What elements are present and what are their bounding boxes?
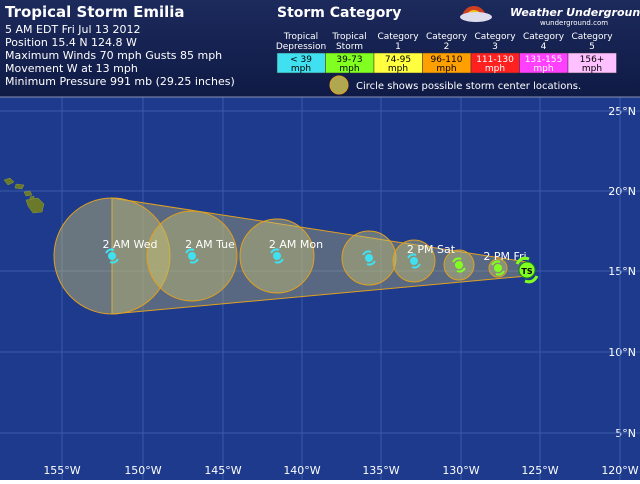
storm-swirl [185, 248, 199, 264]
category-range: mph [388, 64, 408, 74]
category-range: 39-73 [336, 55, 362, 65]
category-name: 4 [541, 42, 547, 52]
lon-label: 150°W [124, 464, 161, 477]
info-line: Movement W at 13 mph [5, 62, 138, 75]
category-name: Storm [336, 42, 363, 52]
category-range: mph [485, 64, 505, 74]
category-range: 74-95 [385, 55, 411, 65]
storm-swirl [362, 250, 376, 266]
lon-label: 125°W [521, 464, 558, 477]
hawaii [3, 177, 45, 214]
note-circle [329, 75, 349, 95]
info-line: Maximum Winds 70 mph Gusts 85 mph [5, 49, 222, 62]
category-range: mph [533, 64, 553, 74]
storm-icon [273, 252, 281, 260]
category-name: 2 [444, 42, 450, 52]
lat-label: 15°N [608, 265, 636, 278]
category-name: Tropical [331, 32, 366, 42]
legend-note: Circle shows possible storm center locat… [356, 81, 581, 92]
category-name: Category [571, 32, 613, 42]
category-name: 3 [492, 42, 498, 52]
lon-label: 155°W [43, 464, 80, 477]
forecast-label: 2 AM Mon [269, 238, 323, 251]
lon-label: 145°W [204, 464, 241, 477]
forecast-label: 2 PM Fri [483, 250, 526, 263]
storm-icon [494, 264, 502, 272]
storm-icon [188, 252, 196, 260]
storm-title: Tropical Storm Emilia [5, 3, 185, 21]
category-range: mph [291, 64, 311, 74]
storm-swirl [407, 253, 421, 269]
category-range: mph [339, 64, 359, 74]
info-line: Minimum Pressure 991 mb (29.25 inches) [5, 75, 235, 88]
forecast-track: 2 AM Wed 2 AM Tue 2 AM Mon 2 PM Sat 2 PM Fri… [53, 197, 539, 315]
lat-label: 20°N [608, 185, 636, 198]
storm-icon [455, 261, 463, 269]
category-range: 131-155 [525, 55, 563, 65]
logo-name: Weather Underground [510, 6, 640, 19]
category-name: Category [474, 32, 516, 42]
category-range: mph [436, 64, 456, 74]
storm-swirl [105, 248, 119, 264]
header [0, 0, 640, 97]
category-range: mph [582, 64, 602, 74]
current-storm [518, 261, 536, 279]
storm-icon [410, 257, 418, 265]
category-name: 5 [589, 42, 595, 52]
current-icon-label: TS [521, 267, 532, 276]
category-name: Depression [276, 42, 326, 52]
lon-label: 140°W [283, 464, 320, 477]
storm-icon [108, 252, 116, 260]
lon-label: 135°W [362, 464, 399, 477]
storm-swirl [491, 260, 505, 276]
logo: Weather Underground wunderground.com [460, 6, 640, 27]
forecast-label: 2 AM Wed [103, 238, 158, 251]
storm-icon [365, 254, 373, 262]
category-range: 111-130 [476, 55, 514, 65]
category-name: 1 [395, 42, 401, 52]
category-name: Category [377, 32, 419, 42]
storm-swirl [270, 248, 284, 264]
logo-url: wunderground.com [540, 19, 608, 27]
lat-label: 10°N [608, 346, 636, 359]
info-line: Position 15.4 N 124.8 W [5, 36, 137, 49]
forecast-label: 2 AM Tue [185, 238, 235, 251]
category-name: Category [523, 32, 565, 42]
current-swirl [515, 256, 539, 284]
category-name: Tropical [283, 32, 318, 42]
lat-label: 5°N [615, 427, 636, 440]
forecast-label: 2 PM Sat [407, 243, 456, 256]
info-line: 5 AM EDT Fri Jul 13 2012 [5, 23, 141, 36]
lon-label: 130°W [442, 464, 479, 477]
legend-title: Storm Category [277, 5, 401, 21]
lon-label: 120°W [601, 464, 638, 477]
category-swatch [567, 52, 617, 74]
category-range: 156+ [580, 55, 605, 65]
category-range: 96-110 [431, 55, 463, 65]
lat-label: 25°N [608, 105, 636, 118]
category-name: Category [426, 32, 468, 42]
storm-swirl [452, 257, 466, 273]
category-range: < 39 [290, 55, 312, 65]
graticule: 25°N 20°N 15°N 10°N 5°N 155°W 150°W 145°W 140°W 1… [0, 97, 640, 480]
